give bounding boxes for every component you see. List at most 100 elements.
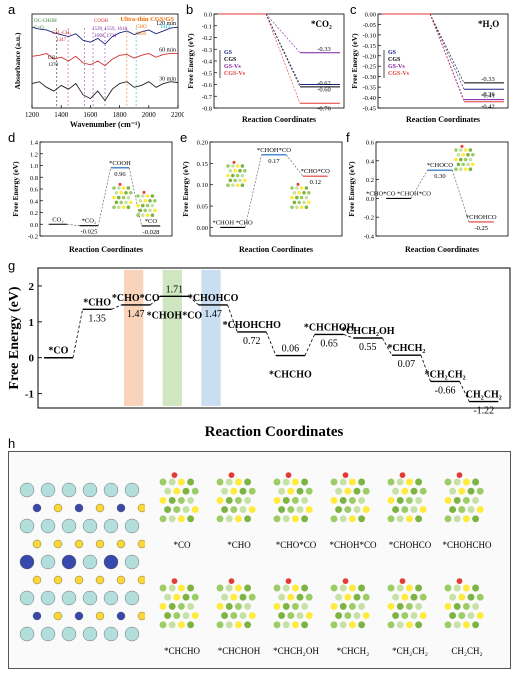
y-tick-label: 0.2 <box>30 210 38 217</box>
atom-dot <box>191 487 199 495</box>
atom-dot <box>453 496 461 504</box>
atom-dot <box>307 191 311 195</box>
connector-line <box>410 170 428 199</box>
peak-annotation: CH <box>48 56 55 61</box>
structure-label: *CHOHCHO <box>442 540 492 550</box>
atom-dot <box>453 584 461 592</box>
molecule-structure-icon <box>226 160 247 187</box>
atom-dot <box>348 584 356 592</box>
crystal-atom <box>40 518 56 534</box>
atom-dot <box>362 506 370 514</box>
atom-dot <box>344 506 352 514</box>
crystal-atom <box>103 626 119 642</box>
adsorbate-atom <box>118 182 122 186</box>
y-tick-label: -0.25 <box>362 64 376 71</box>
y-tick-label: 0.15 <box>197 161 208 168</box>
level-value-label: -0.33 <box>317 46 331 53</box>
atom-dot <box>238 178 242 183</box>
atom-dot <box>453 602 461 610</box>
atom-dot <box>225 621 233 629</box>
atom-dot <box>295 205 299 209</box>
crystal-atom <box>61 626 77 642</box>
crystal-atom <box>137 539 145 549</box>
atom-dot <box>187 602 195 610</box>
atom-dot <box>330 584 338 592</box>
intermediate-structure: *CHOHCO <box>383 466 437 550</box>
connector-line <box>72 309 83 358</box>
atom-dot <box>304 205 309 209</box>
atom-dot <box>226 164 230 168</box>
x-axis-label: Reaction Coordinates <box>242 115 316 124</box>
atom-dot <box>362 487 370 495</box>
peak-annotation: 1698, 1724 <box>94 34 117 39</box>
atom-dot <box>273 584 281 592</box>
atom-dot <box>150 194 155 198</box>
molecule-structure-icon <box>387 578 427 629</box>
y-axis-label: Free Energy (eV) <box>181 161 190 217</box>
structure-image <box>387 472 427 523</box>
atom-dot <box>358 478 366 486</box>
level-value-label: -0.76 <box>317 105 331 112</box>
atom-dot <box>216 602 224 610</box>
atom-dot <box>230 487 238 495</box>
atom-dot <box>410 612 418 620</box>
atom-dot <box>301 602 309 610</box>
atom-dot <box>335 487 343 495</box>
crystal-atom <box>103 518 119 534</box>
adsorbate-atom <box>285 472 292 478</box>
structure-label: *CHOHCO <box>388 540 432 550</box>
x-axis-label: Wavenumber (cm⁻¹) <box>70 120 141 129</box>
atom-dot <box>173 487 181 495</box>
atom-dot <box>225 478 233 486</box>
molecule-structure-icon <box>454 144 475 171</box>
plot-frame <box>209 141 343 237</box>
atom-dot <box>145 203 150 208</box>
y-tick-label: 0.4 <box>366 158 375 165</box>
y-tick-label: 1.0 <box>30 163 38 170</box>
adsorbate-atom <box>142 190 146 194</box>
level-value-label: -0.62 <box>317 80 331 87</box>
atom-dot <box>463 157 468 162</box>
atom-dot <box>119 200 123 205</box>
intermediate-structure: *CHO*CO <box>269 466 323 550</box>
atom-dot <box>145 194 150 198</box>
atom-dot <box>129 191 133 195</box>
atom-dot <box>396 496 404 504</box>
atom-dot <box>153 199 157 203</box>
connector-line <box>304 334 315 356</box>
connector-line <box>111 304 122 310</box>
atom-dot <box>415 515 423 523</box>
crystal-atom <box>19 518 35 534</box>
atom-dot <box>244 602 252 610</box>
atom-dot <box>240 164 245 168</box>
connector-line <box>244 154 262 228</box>
step-label: *CHOH*CO <box>147 310 203 321</box>
crystal-atom <box>137 575 145 585</box>
atom-dot <box>282 496 290 504</box>
connector-line <box>459 381 470 402</box>
atom-dot <box>235 173 240 178</box>
atom-dot <box>114 200 119 205</box>
legend-entry: CGS <box>388 57 401 63</box>
atom-dot <box>296 506 304 514</box>
atom-dot <box>348 621 356 629</box>
panel-label-d: d <box>8 130 16 145</box>
atom-dot <box>415 602 423 610</box>
connector-line <box>265 13 301 53</box>
atom-dot <box>244 515 252 523</box>
atom-dot <box>291 584 299 592</box>
atom-dot <box>468 148 473 152</box>
structure-label: *CHO*CO <box>275 540 317 550</box>
atom-dot <box>468 167 473 171</box>
atom-dot <box>456 153 461 157</box>
atom-dot <box>287 506 295 514</box>
atom-dot <box>235 164 240 168</box>
atom-dot <box>248 506 256 514</box>
atom-dot <box>230 506 238 514</box>
atom-dot <box>415 584 423 592</box>
atom-dot <box>216 478 224 486</box>
crystal-atom <box>19 626 35 642</box>
x-axis-label: Reaction Coordinates <box>205 424 344 438</box>
step-label: CH₂CH₂ <box>466 390 502 401</box>
molecule-structure-icon <box>273 472 313 523</box>
